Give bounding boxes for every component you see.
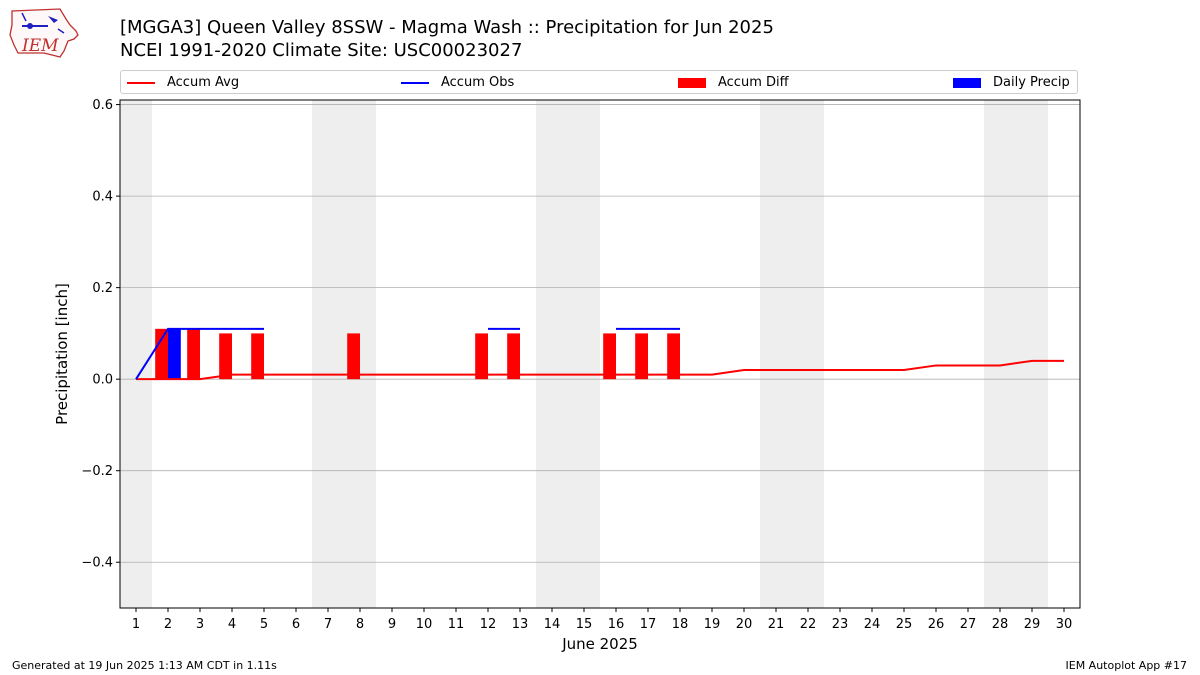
bar-accum-diff-4	[219, 333, 232, 380]
bar-accum-diff-17	[635, 333, 648, 380]
x-tick-label-7: 8	[356, 617, 364, 632]
y-axis-ticks: −0.4 −0.2 0.0 0.2 0.4 0.6	[81, 98, 120, 571]
bar-accum-diff-13	[507, 333, 520, 380]
x-tick-label-3: 4	[228, 617, 236, 632]
legend-swatch-accum-avg	[127, 82, 155, 84]
bars	[155, 328, 680, 380]
footer-app: IEM Autoplot App #17	[1065, 659, 1188, 672]
y-tick-label-1: −0.2	[81, 464, 113, 479]
legend-label-daily-precip: Daily Precip	[993, 75, 1070, 90]
weekend-bands	[120, 100, 1048, 608]
weekend-band-1	[312, 100, 376, 608]
x-tick-label-23: 24	[864, 617, 881, 632]
bar-daily-precip-2	[168, 328, 181, 380]
line-accum-avg	[136, 359, 1064, 381]
weekend-band-0	[120, 100, 152, 608]
legend-label-accum-avg: Accum Avg	[167, 75, 240, 90]
legend: Accum Avg Accum Obs Accum Diff Daily Pre…	[120, 70, 1078, 94]
legend-swatch-accum-diff	[678, 78, 706, 88]
x-tick-label-6: 7	[324, 617, 332, 632]
y-tick-label-3: 0.2	[92, 281, 113, 296]
weekend-band-2	[536, 100, 600, 608]
y-tick-label-5: 0.6	[92, 98, 113, 113]
x-tick-label-9: 10	[416, 617, 433, 632]
plot-frame	[119, 99, 1081, 609]
x-tick-label-24: 25	[896, 617, 913, 632]
y-tick-label-4: 0.4	[92, 190, 113, 205]
x-tick-label-16: 17	[640, 617, 657, 632]
bar-accum-diff-3	[187, 328, 200, 380]
y-tick-label-0: −0.4	[81, 556, 113, 571]
bar-accum-diff-2	[155, 328, 168, 380]
bar-accum-diff-12	[475, 333, 488, 380]
legend-label-accum-diff: Accum Diff	[718, 75, 789, 90]
legend-swatch-daily-precip	[953, 78, 981, 88]
x-tick-label-1: 2	[164, 617, 172, 632]
x-tick-label-4: 5	[260, 617, 268, 632]
x-tick-label-8: 9	[388, 617, 396, 632]
x-tick-label-14: 15	[576, 617, 593, 632]
bar-accum-diff-18	[667, 333, 680, 380]
x-tick-label-22: 23	[832, 617, 849, 632]
weekend-band-4	[984, 100, 1048, 608]
x-tick-label-27: 28	[992, 617, 1009, 632]
x-tick-label-19: 20	[736, 617, 753, 632]
x-tick-label-15: 16	[608, 617, 625, 632]
bar-accum-diff-8	[347, 333, 360, 380]
y-tick-label-2: 0.0	[92, 373, 113, 388]
series-lines	[135, 327, 1064, 381]
iem-logo: IEM	[8, 5, 82, 63]
x-tick-label-18: 19	[704, 617, 721, 632]
x-axis-ticks: 1 2 3 4 5 6 7 8 9 10 11 12 13 14 15 16 17 18 19 20 21 22 23 24 2…	[132, 608, 1072, 632]
grid-lines	[120, 104, 1080, 563]
bar-accum-diff-16	[603, 333, 616, 380]
footer-generated: Generated at 19 Jun 2025 1:13 AM CDT in …	[12, 659, 277, 672]
x-tick-label-11: 12	[480, 617, 497, 632]
bar-accum-diff-5	[251, 333, 264, 380]
x-tick-label-12: 13	[512, 617, 529, 632]
x-axis-label: June 2025	[561, 635, 638, 653]
chart-title: [MGGA3] Queen Valley 8SSW - Magma Wash :…	[120, 17, 774, 38]
x-tick-label-28: 29	[1024, 617, 1041, 632]
line-accum-obs-segment-0	[135, 327, 264, 380]
chart-subtitle: NCEI 1991-2020 Climate Site: USC00023027	[120, 40, 523, 61]
weekend-band-3	[760, 100, 824, 608]
x-tick-label-26: 27	[960, 617, 977, 632]
x-tick-label-29: 30	[1056, 617, 1073, 632]
x-tick-label-21: 22	[800, 617, 817, 632]
x-tick-label-13: 14	[544, 617, 561, 632]
legend-label-accum-obs: Accum Obs	[441, 75, 515, 90]
x-tick-label-5: 6	[292, 617, 300, 632]
x-tick-label-0: 1	[132, 617, 140, 632]
x-tick-label-25: 26	[928, 617, 945, 632]
legend-swatch-accum-obs	[401, 82, 429, 84]
x-tick-label-20: 21	[768, 617, 785, 632]
x-tick-label-17: 18	[672, 617, 689, 632]
x-tick-label-2: 3	[196, 617, 204, 632]
logo-text: IEM	[21, 36, 59, 56]
y-axis-label: Precipitation [inch]	[53, 283, 71, 425]
x-tick-label-10: 11	[448, 617, 465, 632]
